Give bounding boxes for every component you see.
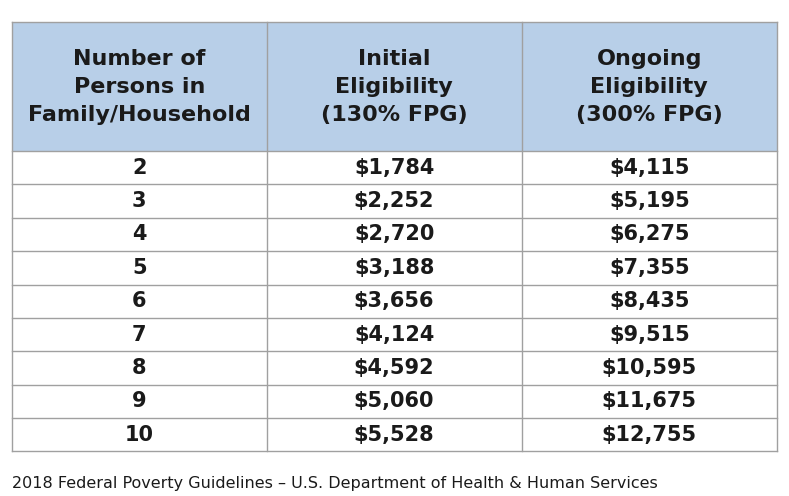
Text: $3,188: $3,188 — [354, 258, 434, 278]
Bar — [267, 285, 522, 318]
Text: 10: 10 — [125, 425, 154, 445]
Bar — [267, 218, 522, 251]
Text: $4,592: $4,592 — [353, 358, 435, 378]
Bar — [12, 384, 267, 418]
Bar — [12, 218, 267, 251]
Bar — [267, 251, 522, 285]
Bar — [267, 351, 522, 384]
Text: Ongoing
Eligibility
(300% FPG): Ongoing Eligibility (300% FPG) — [576, 49, 723, 124]
Text: $7,355: $7,355 — [609, 258, 690, 278]
Text: 6: 6 — [132, 291, 147, 311]
Bar — [12, 351, 267, 384]
Text: $8,435: $8,435 — [609, 291, 690, 311]
Bar — [12, 185, 267, 218]
Bar — [267, 22, 522, 151]
Bar — [522, 418, 777, 451]
Text: $3,656: $3,656 — [354, 291, 435, 311]
Text: $2,720: $2,720 — [354, 225, 434, 245]
Text: 3: 3 — [132, 191, 147, 211]
Bar — [522, 218, 777, 251]
Text: $5,195: $5,195 — [609, 191, 690, 211]
Bar — [522, 251, 777, 285]
Bar — [267, 185, 522, 218]
Text: $5,060: $5,060 — [354, 391, 435, 411]
Text: 8: 8 — [132, 358, 147, 378]
Bar — [12, 418, 267, 451]
Bar — [267, 318, 522, 351]
Bar — [522, 384, 777, 418]
Text: Initial
Eligibility
(130% FPG): Initial Eligibility (130% FPG) — [321, 49, 467, 124]
Bar — [12, 151, 267, 185]
Bar — [267, 151, 522, 185]
Bar — [12, 22, 267, 151]
Text: $5,528: $5,528 — [353, 425, 435, 445]
Bar — [267, 384, 522, 418]
Text: 5: 5 — [132, 258, 147, 278]
Text: 9: 9 — [132, 391, 147, 411]
Bar — [522, 285, 777, 318]
Bar — [12, 285, 267, 318]
Text: 2018 Federal Poverty Guidelines – U.S. Department of Health & Human Services: 2018 Federal Poverty Guidelines – U.S. D… — [12, 476, 657, 491]
Text: $6,275: $6,275 — [609, 225, 690, 245]
Bar — [522, 22, 777, 151]
Text: 2: 2 — [132, 158, 147, 178]
Text: $4,115: $4,115 — [609, 158, 690, 178]
Text: $4,124: $4,124 — [354, 324, 434, 345]
Bar — [522, 318, 777, 351]
Text: Number of
Persons in
Family/Household: Number of Persons in Family/Household — [28, 49, 251, 124]
Text: $9,515: $9,515 — [609, 324, 690, 345]
Bar — [522, 185, 777, 218]
Bar — [267, 418, 522, 451]
Bar — [522, 151, 777, 185]
Text: $2,252: $2,252 — [354, 191, 435, 211]
Bar — [12, 318, 267, 351]
Bar — [522, 351, 777, 384]
Text: $10,595: $10,595 — [602, 358, 697, 378]
Text: 4: 4 — [132, 225, 147, 245]
Text: 7: 7 — [132, 324, 147, 345]
Text: $1,784: $1,784 — [354, 158, 434, 178]
Bar — [12, 251, 267, 285]
Text: $11,675: $11,675 — [602, 391, 697, 411]
Text: $12,755: $12,755 — [602, 425, 697, 445]
